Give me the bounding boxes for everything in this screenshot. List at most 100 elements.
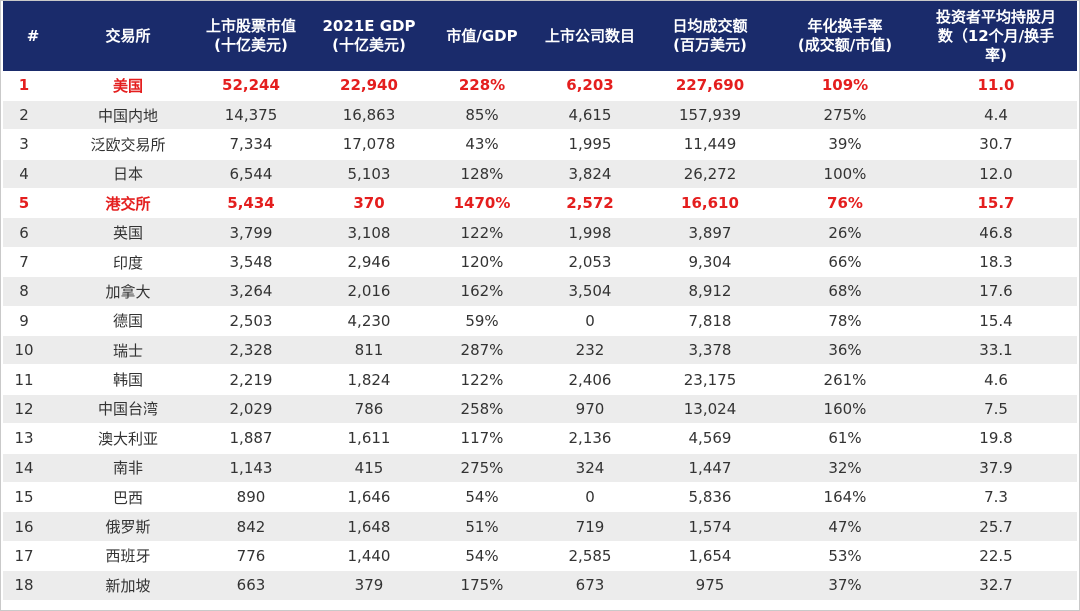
rank-cell: 17 xyxy=(3,541,63,572)
table-row: 17 西班牙 776 1,440 54% 2,585 1,654 53% 22.5 xyxy=(3,541,1077,572)
table-row: 13 澳大利亚 1,887 1,611 117% 2,136 4,569 61% 19.8 xyxy=(3,423,1077,454)
turnover-rate-cell: 109% xyxy=(775,71,915,101)
exchange-name-cell: 南非 xyxy=(63,453,193,483)
daily-turnover-cell: 7,818 xyxy=(645,306,775,337)
table-row: 4 日本 6,544 5,103 128% 3,824 26,272 100% 12.0 xyxy=(3,159,1077,190)
rank-cell: 5 xyxy=(3,188,63,219)
exchange-name-cell: 印度 xyxy=(63,247,193,278)
daily-turnover-cell: 157,939 xyxy=(645,100,775,131)
table-row: 14 南非 1,143 415 275% 324 1,447 32% 37.9 xyxy=(3,453,1077,483)
table-row: 16 俄罗斯 842 1,648 51% 719 1,574 47% 25.7 xyxy=(3,511,1077,542)
daily-turnover-cell: 1,574 xyxy=(645,511,775,542)
rank-cell: 15 xyxy=(3,482,63,513)
exchange-name-cell: 德国 xyxy=(63,306,193,337)
listed-count-cell: 2,572 xyxy=(535,188,645,219)
table-row: 12 中国台湾 2,029 786 258% 970 13,024 160% 7.5 xyxy=(3,394,1077,425)
daily-turnover-cell: 3,897 xyxy=(645,217,775,248)
listed-count-cell: 673 xyxy=(535,570,645,601)
col-header-daily-turnover: 日均成交额 (百万美元) xyxy=(645,1,775,71)
listed-count-cell: 0 xyxy=(535,306,645,337)
exchange-name-cell: 韩国 xyxy=(63,364,193,395)
exchange-name-cell: 美国 xyxy=(63,71,193,101)
cap-gdp-ratio-cell: 1470% xyxy=(429,188,535,219)
cap-gdp-ratio-cell: 120% xyxy=(429,247,535,278)
daily-turnover-cell: 11,449 xyxy=(645,129,775,160)
col-header-gdp: 2021E GDP (十亿美元) xyxy=(309,1,429,71)
listed-count-cell: 3,504 xyxy=(535,276,645,307)
holding-months-cell: 33.1 xyxy=(915,335,1077,366)
exchange-name-cell: 日本 xyxy=(63,159,193,190)
turnover-rate-cell: 68% xyxy=(775,276,915,307)
turnover-rate-cell: 26% xyxy=(775,217,915,248)
turnover-rate-cell: 39% xyxy=(775,129,915,160)
gdp-cell: 786 xyxy=(309,394,429,425)
col-header-daily-turnover-line: 日均成交额 xyxy=(672,17,748,35)
listed-count-cell: 3,824 xyxy=(535,159,645,190)
market-cap-cell: 5,434 xyxy=(193,188,309,219)
exchange-name-cell: 澳大利亚 xyxy=(63,423,193,454)
listed-count-cell: 2,136 xyxy=(535,423,645,454)
col-header-holding-months-line: 投资者平均持股月 xyxy=(935,7,1056,26)
market-cap-cell: 890 xyxy=(193,482,309,513)
exchange-name-cell: 英国 xyxy=(63,217,193,248)
gdp-cell: 3,108 xyxy=(309,217,429,248)
listed-count-cell: 2,406 xyxy=(535,364,645,395)
exchange-name-cell: 瑞士 xyxy=(63,335,193,366)
col-header-cap-gdp: 市值/GDP xyxy=(429,1,535,71)
table-row: 11 韩国 2,219 1,824 122% 2,406 23,175 261% 4.6 xyxy=(3,364,1077,395)
market-cap-cell: 2,029 xyxy=(193,394,309,425)
exchange-comparison-table: # 交易所 上市股票市值 (十亿美元) 2021E GDP (十亿美元) 市值/GDP 上市公… xyxy=(3,1,1077,601)
rank-cell: 1 xyxy=(3,71,63,101)
exchange-name-cell: 中国内地 xyxy=(63,100,193,131)
market-cap-cell: 3,799 xyxy=(193,217,309,248)
gdp-cell: 415 xyxy=(309,453,429,483)
listed-count-cell: 719 xyxy=(535,511,645,542)
daily-turnover-cell: 3,378 xyxy=(645,335,775,366)
exchange-name-cell: 西班牙 xyxy=(63,541,193,572)
rank-cell: 14 xyxy=(3,453,63,483)
listed-count-cell: 0 xyxy=(535,482,645,513)
gdp-cell: 811 xyxy=(309,335,429,366)
gdp-cell: 16,863 xyxy=(309,100,429,131)
market-cap-cell: 7,334 xyxy=(193,129,309,160)
listed-count-cell: 2,053 xyxy=(535,247,645,278)
market-cap-cell: 842 xyxy=(193,511,309,542)
turnover-rate-cell: 61% xyxy=(775,423,915,454)
rank-cell: 9 xyxy=(3,306,63,337)
rank-cell: 4 xyxy=(3,159,63,190)
daily-turnover-cell: 5,836 xyxy=(645,482,775,513)
col-header-market-cap-line: 上市股票市值 xyxy=(205,17,296,35)
holding-months-cell: 12.0 xyxy=(915,159,1077,190)
col-header-market-cap-line: (十亿美元) xyxy=(214,36,288,54)
gdp-cell: 2,016 xyxy=(309,276,429,307)
exchange-name-cell: 加拿大 xyxy=(63,276,193,307)
col-header-listed-count-line: 上市公司数目 xyxy=(544,26,635,45)
cap-gdp-ratio-cell: 54% xyxy=(429,482,535,513)
gdp-cell: 5,103 xyxy=(309,159,429,190)
col-header-exchange: 交易所 xyxy=(63,1,193,71)
rank-cell: 16 xyxy=(3,511,63,542)
daily-turnover-cell: 1,654 xyxy=(645,541,775,572)
col-header-holding-months-line: 数（12个月/换手 xyxy=(937,26,1055,45)
col-header-holding-months: 投资者平均持股月 数（12个月/换手 率) xyxy=(915,1,1077,71)
cap-gdp-ratio-cell: 59% xyxy=(429,306,535,337)
daily-turnover-cell: 227,690 xyxy=(645,71,775,101)
rank-cell: 6 xyxy=(3,217,63,248)
listed-count-cell: 4,615 xyxy=(535,100,645,131)
table-row: 5 港交所 5,434 370 1470% 2,572 16,610 76% 15.7 xyxy=(3,188,1077,219)
cap-gdp-ratio-cell: 228% xyxy=(429,71,535,101)
table-row: 8 加拿大 3,264 2,016 162% 3,504 8,912 68% 17.6 xyxy=(3,276,1077,307)
daily-turnover-cell: 975 xyxy=(645,570,775,601)
table-row: 15 巴西 890 1,646 54% 0 5,836 164% 7.3 xyxy=(3,482,1077,513)
gdp-cell: 1,440 xyxy=(309,541,429,572)
market-cap-cell: 1,887 xyxy=(193,423,309,454)
table-row: 1 美国 52,244 22,940 228% 6,203 227,690 109% 11.0 xyxy=(3,71,1077,101)
cap-gdp-ratio-cell: 122% xyxy=(429,364,535,395)
daily-turnover-cell: 13,024 xyxy=(645,394,775,425)
listed-count-cell: 1,998 xyxy=(535,217,645,248)
daily-turnover-cell: 16,610 xyxy=(645,188,775,219)
cap-gdp-ratio-cell: 287% xyxy=(429,335,535,366)
turnover-rate-cell: 32% xyxy=(775,453,915,483)
col-header-listed-count: 上市公司数目 xyxy=(535,1,645,71)
